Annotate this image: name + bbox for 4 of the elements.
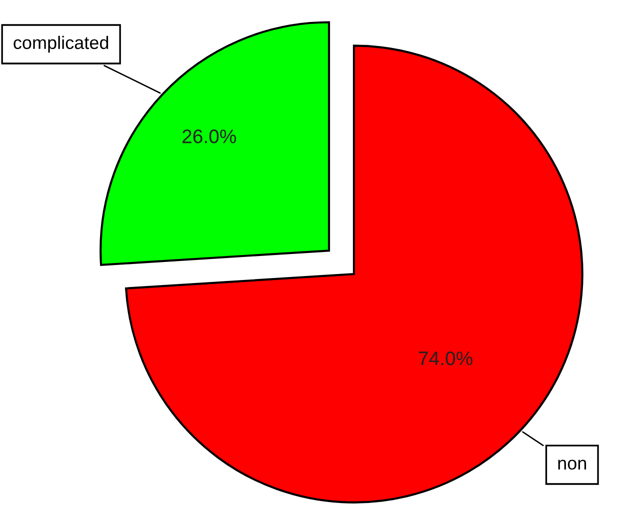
data-label: 26.0%	[182, 130, 236, 144]
data-label: 74.0%	[418, 351, 472, 366]
slice-label: non	[558, 460, 586, 470]
slice-label: complicated	[14, 36, 108, 53]
